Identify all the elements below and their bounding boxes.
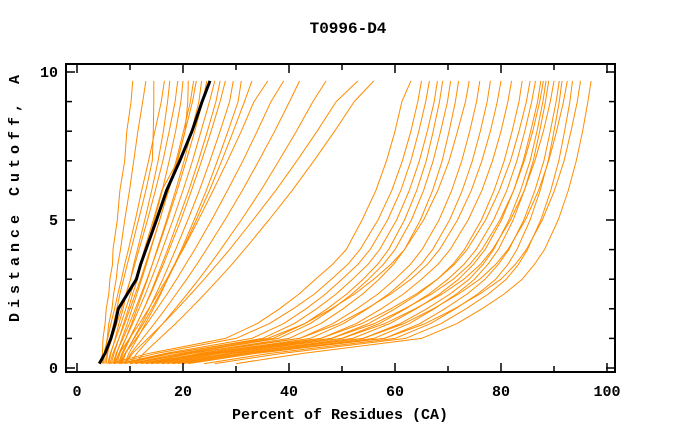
model-curve <box>124 80 438 365</box>
model-curve <box>109 80 197 364</box>
model-curve <box>167 80 536 365</box>
model-curve <box>182 80 550 365</box>
y-tick-label: 10 <box>40 65 58 82</box>
model-curve <box>151 80 555 365</box>
tick-label-layer: 0 20 40 60 80 100 0 5 10 <box>40 65 621 401</box>
model-curve <box>129 80 444 365</box>
model-curve <box>101 80 165 364</box>
x-axis-label: Percent of Residues (CA) <box>232 407 448 424</box>
model-curve <box>145 80 544 365</box>
model-curve <box>204 80 563 365</box>
model-curve <box>129 80 327 364</box>
model-curve <box>145 80 481 365</box>
model-curve <box>112 80 208 364</box>
model-curve <box>235 80 592 365</box>
model-curve <box>113 80 195 364</box>
model-curve <box>121 80 234 364</box>
model-curve <box>113 80 269 364</box>
plot-frame <box>65 63 616 373</box>
model-curve <box>177 80 547 365</box>
series-layer <box>97 80 592 365</box>
model-curve <box>140 80 531 365</box>
best-model-curve <box>97 80 212 365</box>
model-curve <box>108 80 171 364</box>
model-curve <box>140 80 460 365</box>
x-tick-label: 0 <box>72 384 81 401</box>
model-curve <box>129 80 502 365</box>
y-tick-label: 5 <box>49 213 58 230</box>
model-curve <box>114 80 216 364</box>
model-curve <box>124 80 359 364</box>
model-curve <box>103 80 147 364</box>
y-axis-label: Distance Cutoff, A <box>7 70 24 322</box>
model-curve <box>120 80 253 364</box>
x-tick-label: 80 <box>492 384 510 401</box>
y-tick-label: 0 <box>49 361 58 378</box>
model-curve <box>134 80 375 364</box>
model-curve <box>117 80 226 364</box>
model-curve <box>188 80 560 365</box>
x-tick-label: 100 <box>593 384 620 401</box>
model-curve <box>100 80 134 364</box>
model-curve <box>124 80 301 364</box>
plot-title: T0996-D4 <box>310 20 387 38</box>
model-curve <box>108 80 412 365</box>
model-curve <box>135 80 452 365</box>
model-curve <box>151 80 491 365</box>
model-curve <box>119 80 470 365</box>
x-tick-label: 60 <box>386 384 404 401</box>
model-curve <box>119 80 430 365</box>
x-tick-label: 20 <box>174 384 192 401</box>
x-tick-label: 40 <box>280 384 298 401</box>
model-curve <box>172 80 542 365</box>
model-curve <box>172 80 581 365</box>
model-curve <box>161 80 568 365</box>
tick-layer <box>66 64 615 372</box>
model-curve <box>118 80 285 364</box>
model-curve <box>113 80 422 365</box>
model-curve <box>214 80 573 365</box>
model-curve <box>156 80 513 365</box>
model-curve <box>161 80 523 365</box>
